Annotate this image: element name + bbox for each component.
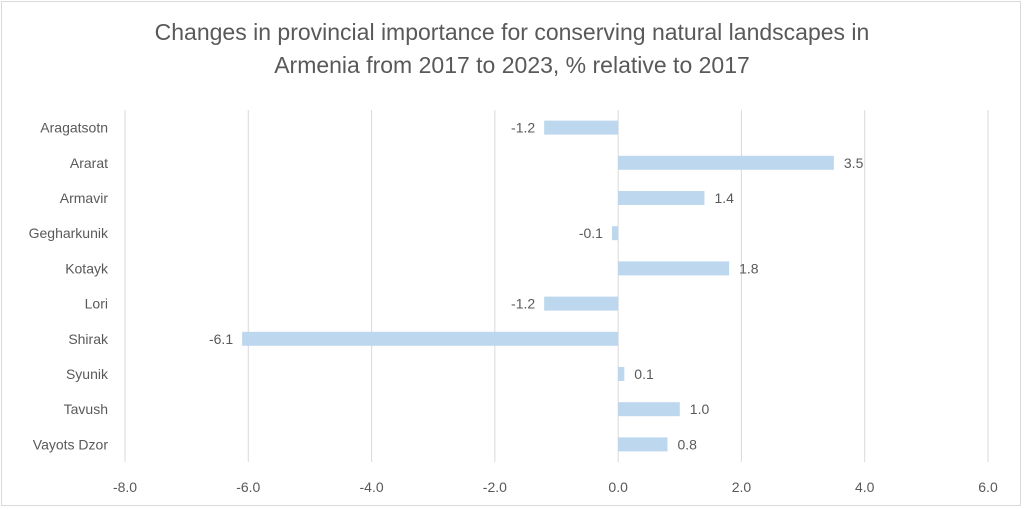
data-label: -0.1: [579, 225, 603, 241]
x-tick-labels: -8.0 -6.0 -4.0 -2.0 0.0 2.0 4.0 6.0: [113, 479, 998, 495]
category-label: Shirak: [68, 331, 109, 347]
bar: [618, 155, 834, 170]
category-label: Tavush: [64, 401, 108, 417]
bar: [618, 367, 625, 381]
x-tick-label: -2.0: [483, 479, 507, 495]
category-label: Gegharkunik: [29, 225, 109, 241]
data-label: 1.8: [739, 260, 759, 276]
data-label: -1.2: [511, 296, 535, 312]
category-label: Kotayk: [65, 260, 109, 276]
x-tick-label: 4.0: [855, 479, 875, 495]
category-label: Ararat: [70, 155, 108, 171]
bar: [544, 296, 619, 311]
gridlines: [124, 110, 989, 462]
data-label: 1.4: [714, 190, 734, 206]
category-label: Aragatsotn: [40, 120, 108, 136]
category-labels: Aragatsotn Ararat Armavir Gegharkunik Kotayk…: [29, 120, 109, 453]
bar: [618, 402, 680, 417]
x-tick-label: 6.0: [978, 479, 998, 495]
data-label: 0.1: [634, 366, 654, 382]
bar: [618, 437, 668, 452]
bars: [242, 120, 834, 452]
category-label: Vayots Dzor: [33, 436, 109, 452]
chart-title-line-2: Armenia from 2017 to 2023, % relative to…: [274, 52, 750, 78]
x-tick-label: -4.0: [360, 479, 384, 495]
category-label: Armavir: [60, 190, 109, 206]
data-label: 0.8: [677, 436, 697, 452]
x-tick-label: -8.0: [113, 479, 137, 495]
data-label: 1.0: [690, 401, 710, 417]
bar: [618, 261, 730, 276]
x-tick-label: -6.0: [236, 479, 260, 495]
x-tick-label: 0.0: [608, 479, 628, 495]
x-tick-label: 2.0: [732, 479, 752, 495]
bar: [611, 226, 619, 241]
category-label: Syunik: [66, 366, 109, 382]
data-label: -1.2: [511, 120, 535, 136]
chart-title-line-1: Changes in provincial importance for con…: [154, 19, 870, 45]
bar: [618, 191, 705, 205]
bar: [544, 120, 619, 135]
chart-title: Changes in provincial importance for con…: [0, 16, 1024, 82]
bar: [242, 331, 619, 346]
data-label: 3.5: [844, 155, 864, 171]
data-labels: -1.2 3.5 1.4 -0.1 1.8 -1.2 -6.1 0.1 1.0 0.8: [209, 120, 864, 453]
data-label: -6.1: [209, 331, 233, 347]
category-label: Lori: [85, 296, 108, 312]
